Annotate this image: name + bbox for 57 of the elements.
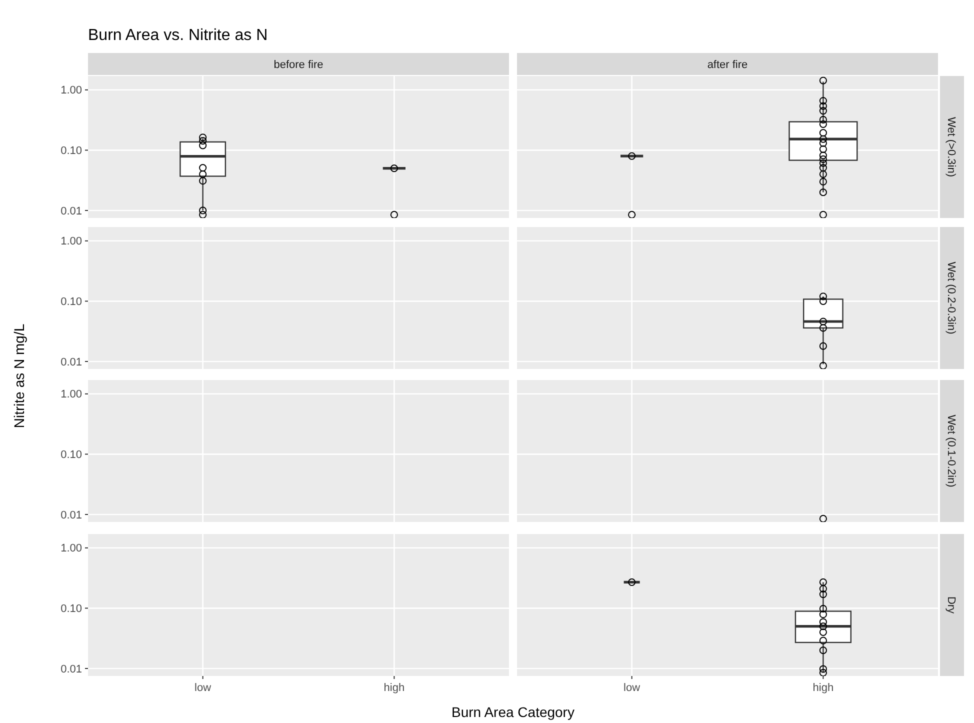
y-tick-label: 1.00 (60, 84, 82, 97)
y-axis-title: Nitrite as N mg/L (11, 324, 27, 428)
y-tick-label: 0.10 (60, 603, 82, 616)
point (819, 102, 827, 110)
point (819, 170, 827, 178)
point (819, 292, 827, 300)
point (819, 178, 827, 186)
point (819, 318, 827, 326)
y-tick-label: 0.01 (60, 663, 82, 676)
y-tick-label: 0.10 (60, 296, 82, 308)
y2-axis-title: Dry (945, 596, 958, 614)
point (199, 164, 207, 172)
point (819, 76, 827, 84)
y-tick-label: 1.00 (60, 388, 82, 401)
point (819, 297, 827, 305)
point (819, 120, 827, 128)
chart-subtitle: after fire (707, 58, 748, 71)
chart-subtitle: before fire (274, 58, 324, 71)
point (819, 145, 827, 153)
y-tick-label: 0.10 (60, 145, 82, 158)
x-tick-label: low (624, 682, 640, 694)
point (819, 210, 827, 218)
point (819, 107, 827, 115)
x-tick-label: high (384, 682, 405, 694)
chart-title: Burn Area vs. Nitrite as N (88, 27, 268, 44)
point (819, 139, 827, 147)
point (819, 152, 827, 160)
point (819, 159, 827, 167)
point (199, 170, 207, 178)
y-tick-label: 0.10 (60, 449, 82, 462)
x-axis-title: Burn Area Category (452, 704, 574, 720)
y2-axis-title: Wet (0.1-0.2in) (945, 414, 958, 488)
point (819, 362, 827, 369)
point (199, 177, 207, 185)
point (199, 142, 207, 150)
point (819, 129, 827, 137)
y-tick-label: 1.00 (60, 236, 82, 248)
y-tick-label: 0.01 (60, 205, 82, 218)
point (819, 116, 827, 124)
point (819, 324, 827, 332)
point (199, 134, 207, 142)
y2-axis-title: Wet (>0.3in) (945, 116, 958, 178)
point (819, 164, 827, 172)
point (199, 210, 207, 218)
point (819, 188, 827, 196)
y-tick-label: 1.00 (60, 542, 82, 555)
x-tick-label: low (194, 682, 212, 694)
point (199, 137, 207, 145)
x-tick-label: high (812, 682, 834, 694)
point (819, 342, 827, 350)
y-tick-label: 0.01 (60, 356, 82, 368)
y-tick-label: 0.01 (60, 509, 82, 522)
point (199, 206, 207, 214)
point (819, 96, 827, 105)
point (819, 155, 827, 163)
point (819, 135, 827, 143)
y2-axis-title: Wet (0.2-0.3in) (945, 262, 958, 334)
